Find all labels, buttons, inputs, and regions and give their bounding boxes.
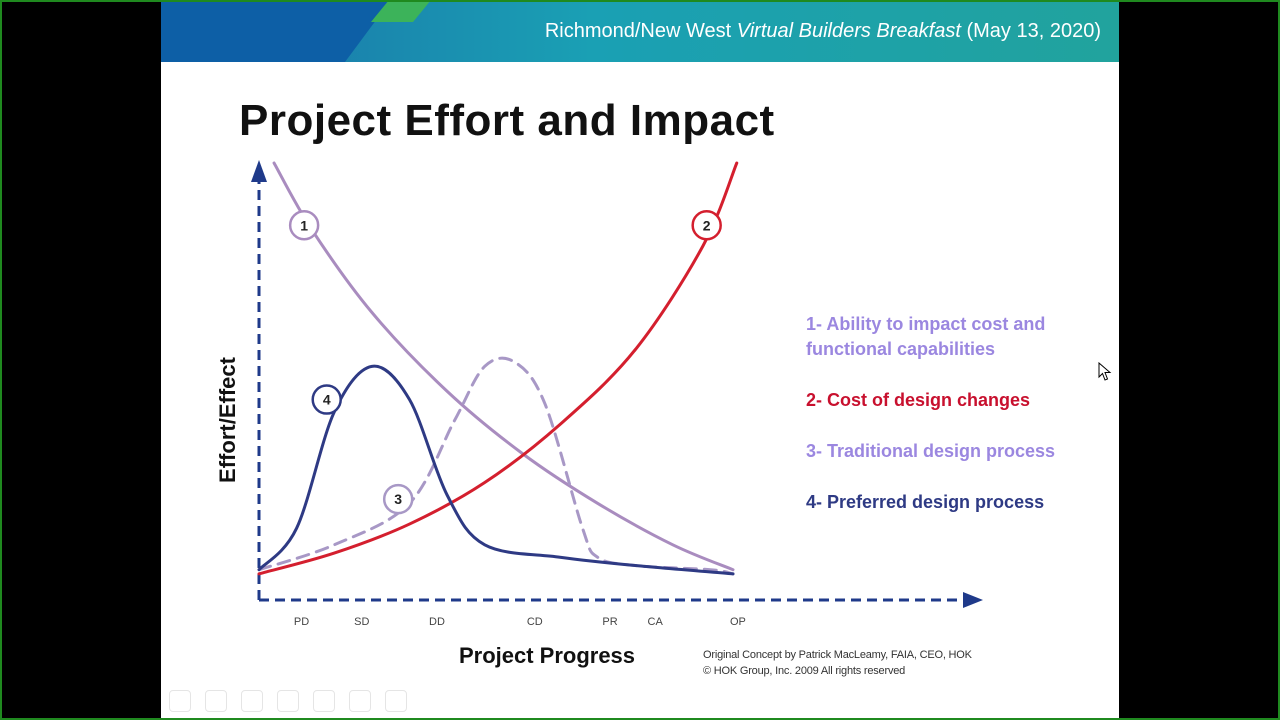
x-tick-label-ca: CA <box>648 616 664 628</box>
header-decoration <box>161 0 391 62</box>
credit-line-2: © HOK Group, Inc. 2009 All rights reserv… <box>703 665 906 677</box>
zoom-icon[interactable] <box>313 690 335 712</box>
x-tick-label-pd: PD <box>294 616 309 628</box>
screen-icon[interactable] <box>349 690 371 712</box>
more-options-icon[interactable] <box>385 690 407 712</box>
series-2-marker-label: 2 <box>703 217 711 233</box>
x-tick-label-op: OP <box>730 616 746 628</box>
credit-line-1: Original Concept by Patrick MacLeamy, FA… <box>703 649 972 661</box>
header-title: Richmond/New West Virtual Builders Break… <box>545 20 1101 43</box>
series-3-marker <box>382 483 414 515</box>
header-title-event: Virtual Builders Breakfast <box>736 20 961 42</box>
series-1-marker <box>288 210 320 241</box>
series-2-marker <box>691 210 722 241</box>
slides-grid-icon[interactable] <box>277 690 299 712</box>
legend-item-4: 4- Preferred design process <box>806 492 1045 512</box>
next-slide-icon[interactable] <box>205 690 227 712</box>
effort-impact-chart: 1 2 3 4 PD SD DD CD PR CA OP Project Progress Effort… <box>215 160 983 668</box>
pen-tool-icon[interactable] <box>241 690 263 712</box>
legend-item-2: 2- Cost of design changes <box>806 390 1031 410</box>
series-4-marker <box>311 384 342 415</box>
header-title-prefix: Richmond/New West <box>544 20 737 42</box>
legend-item-3: 3- Traditional design process <box>806 441 1056 461</box>
x-tick-label-dd: DD <box>429 616 445 628</box>
y-axis-arrow <box>251 160 267 182</box>
series-1-marker-label: 1 <box>300 217 308 233</box>
chart-legend: 1- Ability to impact cost and functional… <box>806 312 1106 541</box>
series-1-line <box>272 161 735 572</box>
slide-title: Project Effort and Impact <box>239 96 775 145</box>
credit-note: Original Concept by Patrick MacLeamy, FA… <box>703 647 972 679</box>
slide-header-bar: Richmond/New West Virtual Builders Break… <box>161 0 1119 62</box>
series-2-line <box>257 161 739 576</box>
header-decoration-accent <box>371 0 431 22</box>
y-axis-title: Effort/Effect <box>215 356 240 483</box>
x-tick-label-pr: PR <box>602 616 617 628</box>
mouse-pointer-icon <box>1098 362 1112 381</box>
series-3-marker-label: 3 <box>394 491 402 507</box>
series-4-line <box>257 364 735 576</box>
x-tick-label-cd: CD <box>527 616 543 628</box>
x-axis-title: Project Progress <box>459 643 635 668</box>
previous-slide-icon[interactable] <box>169 690 191 712</box>
x-axis-arrow <box>963 592 983 608</box>
header-title-suffix: (May 13, 2020) <box>960 20 1101 42</box>
series-4-marker-label: 4 <box>323 392 331 408</box>
slide: Richmond/New West Virtual Builders Break… <box>161 0 1119 720</box>
x-tick-label-sd: SD <box>354 616 369 628</box>
presentation-toolbar[interactable] <box>161 688 429 714</box>
legend-item-1: 1- Ability to impact cost and functional… <box>806 314 1046 359</box>
